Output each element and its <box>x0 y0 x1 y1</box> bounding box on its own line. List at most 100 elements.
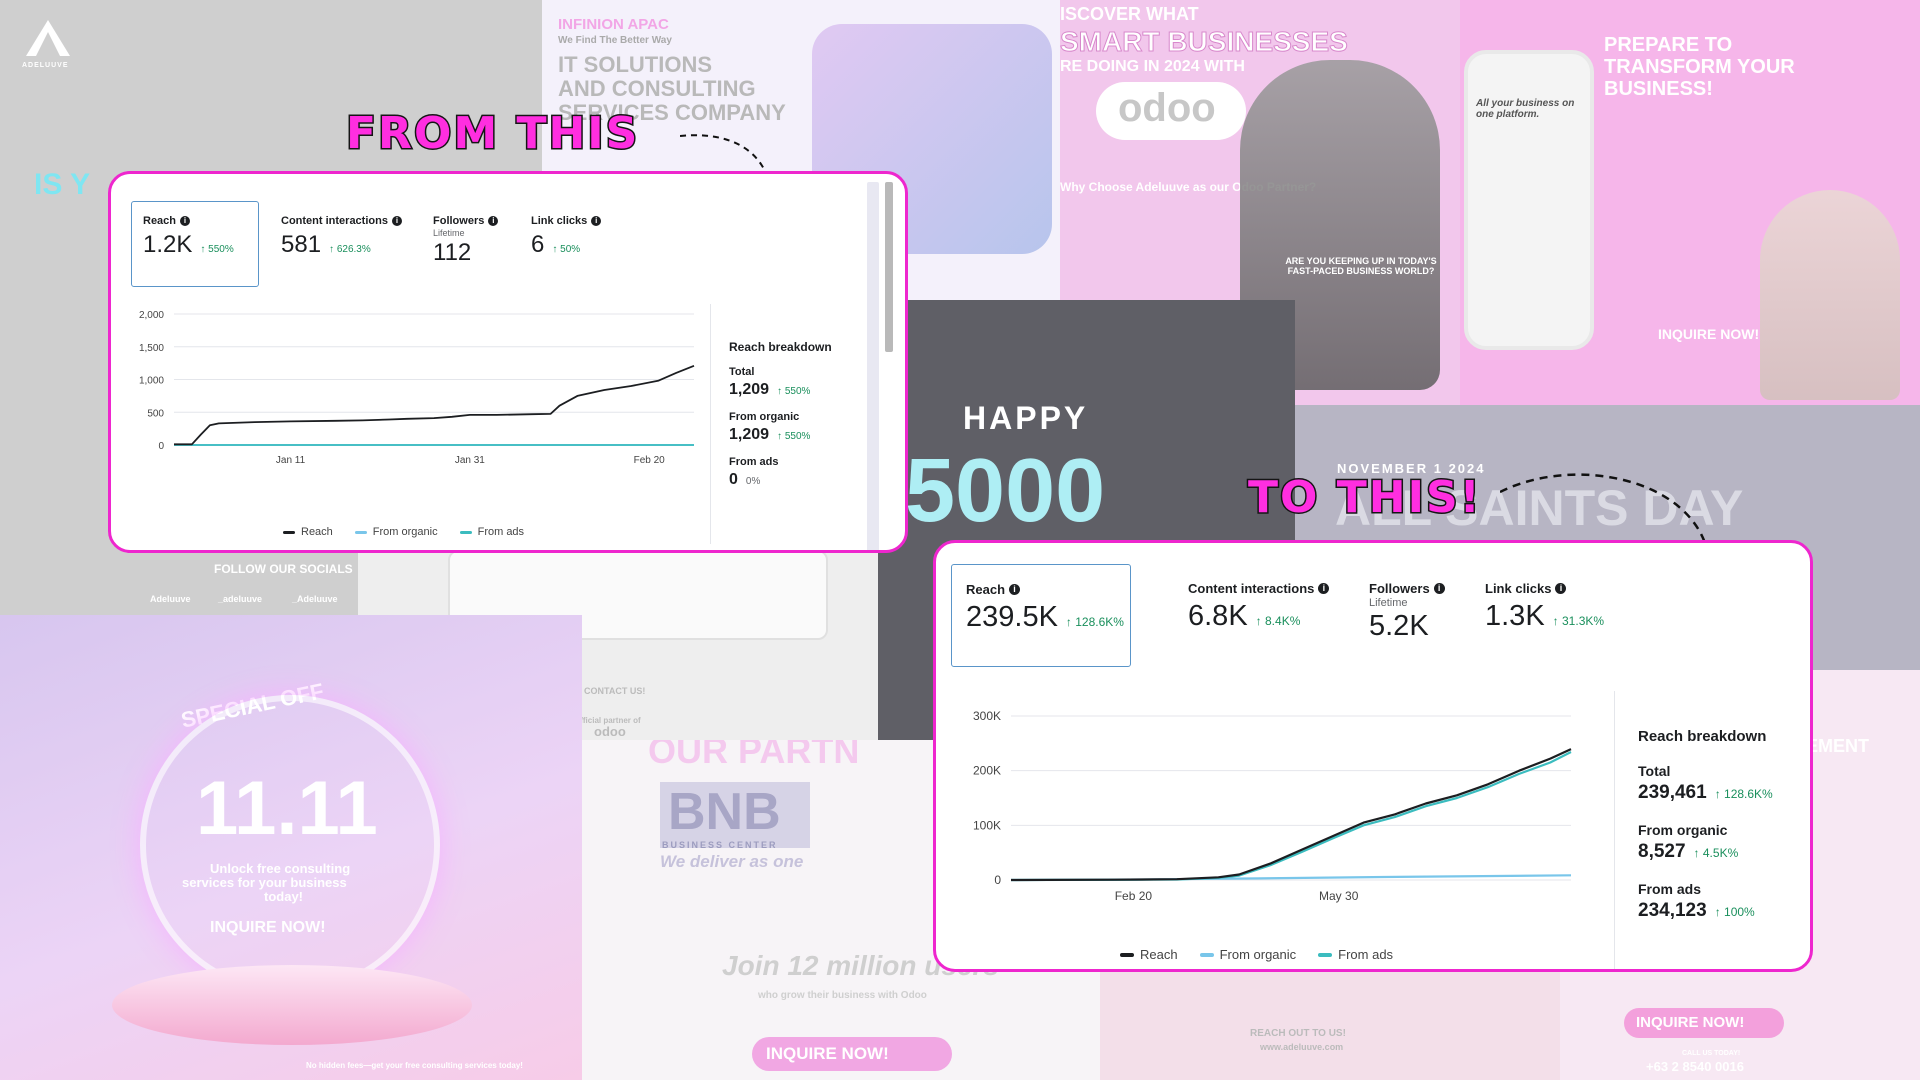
reach-stat-card[interactable]: Reach i 1.2K ↑ 550% <box>131 201 259 287</box>
saints-title: ALL SAINTS DAY <box>1335 480 1744 536</box>
content-interactions-stat[interactable]: Content interactions i 581 ↑ 626.3% <box>281 215 402 259</box>
legend-label-ads: From ads <box>477 526 525 538</box>
breakdown-ads-row: 234,123 ↑ 100% <box>1638 900 1773 922</box>
followers-sub: Lifetime <box>433 228 465 238</box>
breakdown-ads-value: 0 <box>729 471 738 488</box>
breakdown-total-row: 1,209 ↑ 550% <box>729 381 832 399</box>
prepare-heading-2: TRANSFORM YOUR <box>1604 56 1795 78</box>
after-reach-chart: 0 100K 200K 300K Feb 20 May 30 <box>973 709 1572 903</box>
after-insights-panel: Reach i 239.5K ↑ 128.6K% Content interact… <box>933 540 1813 972</box>
legend-swatch-reach <box>1120 952 1134 957</box>
social-youtube: _Adeluuve <box>292 594 338 604</box>
content-interactions-value: 581 <box>281 231 322 258</box>
to-this-heading: TO THIS! <box>1247 471 1482 525</box>
info-icon[interactable]: i <box>1009 584 1021 595</box>
from-this-heading: FROM THIS <box>344 107 640 161</box>
right-heading: EMENT <box>1806 736 1869 756</box>
right-cta: INQUIRE NOW! <box>1636 1014 1745 1031</box>
breakdown-total-row: 239,461 ↑ 128.6K% <box>1638 782 1773 804</box>
breakdown-organic-change: ↑ 550% <box>777 431 811 442</box>
it-heading-3: SERVICES COMPANY <box>558 100 786 125</box>
adeluuve-logo-icon <box>26 20 70 56</box>
y-tick-label: 0 <box>158 441 164 452</box>
before-reach-breakdown: Reach breakdown Total 1,209 ↑ 550% From o… <box>729 340 832 489</box>
breakdown-ads-change: ↑ 100% <box>1714 905 1755 919</box>
breakdown-total: Total 239,461 ↑ 128.6K% <box>1638 763 1773 804</box>
content-interactions-label-text: Content interactions <box>281 215 388 227</box>
odoo-question: ARE YOU KEEPING UP IN TODAY'S FAST-PACED… <box>1285 256 1437 276</box>
info-icon[interactable]: i <box>591 216 602 226</box>
right-call: CALL US TODAY! <box>1682 1050 1741 1057</box>
breakdown-organic-change: ↑ 4.5K% <box>1693 846 1739 860</box>
followers-label-text: Followers <box>433 215 485 227</box>
info-icon[interactable]: i <box>488 216 499 226</box>
breakdown-total-label: Total <box>729 366 755 378</box>
sale-footer: No hidden fees—get your free consulting … <box>306 1061 523 1070</box>
bnb-sub: BUSINESS CENTER <box>662 840 778 850</box>
odoo-line-2: SMART BUSINESSES <box>1060 26 1348 58</box>
panel-scrollbar-thumb[interactable] <box>885 182 893 352</box>
saints-date: NOVEMBER 1 2024 <box>1337 461 1486 476</box>
reach-out-text: REACH OUT TO US! <box>1250 1028 1346 1039</box>
woman-image <box>1760 190 1900 400</box>
x-tick-label: Feb 20 <box>1115 889 1153 903</box>
content-interactions-change: ↑ 8.4K% <box>1255 614 1301 628</box>
followers-sub: Lifetime <box>1369 597 1408 609</box>
content-interactions-stat[interactable]: Content interactions i 6.8K ↑ 8.4K% <box>1188 581 1330 633</box>
partners-cta: INQUIRE NOW! <box>766 1044 889 1063</box>
info-icon[interactable]: i <box>391 216 402 226</box>
breakdown-total-value: 1,209 <box>729 381 770 398</box>
legend-swatch-organic <box>354 530 367 534</box>
breakdown-organic-label: From organic <box>729 411 800 423</box>
followers-stat[interactable]: Followers i Lifetime 5.2K <box>1369 581 1445 643</box>
reach-value: 1.2K <box>143 231 193 258</box>
x-tick-label: Jan 11 <box>276 455 306 466</box>
info-icon[interactable]: i <box>1318 583 1330 594</box>
prepare-heading-3: BUSINESS! <box>1604 78 1713 100</box>
panel-scrollbar[interactable] <box>867 182 879 550</box>
link-clicks-change: ↑ 31.3K% <box>1552 614 1605 628</box>
legend-swatch-ads <box>459 530 472 534</box>
breakdown-divider <box>710 304 711 544</box>
x-tick-label: May 30 <box>1319 889 1359 903</box>
breakdown-organic-row: 8,527 ↑ 4.5K% <box>1638 841 1773 863</box>
breakdown-ads: From ads 234,123 ↑ 100% <box>1638 881 1773 922</box>
legend-item-organic: From organic <box>1199 947 1296 962</box>
phone-mockup <box>1464 50 1594 350</box>
sale-line-2: services for your business <box>182 875 347 890</box>
breakdown-total-value: 239,461 <box>1638 782 1707 803</box>
followers-label-text: Followers <box>1369 581 1430 596</box>
followers-label: Followers i <box>1369 581 1445 596</box>
breakdown-organic-value: 8,527 <box>1638 841 1686 862</box>
link-clicks-row: 1.3K ↑ 31.3K% <box>1485 600 1604 633</box>
info-icon[interactable]: i <box>180 216 191 226</box>
legend-label-organic: From organic <box>372 526 438 538</box>
happy-number: 5000 <box>905 441 1106 541</box>
content-interactions-change: ↑ 626.3% <box>329 244 371 255</box>
breakdown-ads-value: 234,123 <box>1638 900 1707 921</box>
info-icon[interactable]: i <box>1433 583 1445 594</box>
infinion-brand: INFINION APAC <box>558 16 669 33</box>
content-interactions-row: 581 ↑ 626.3% <box>281 231 402 259</box>
after-reach-breakdown: Reach breakdown Total 239,461 ↑ 128.6K% F… <box>1638 728 1773 922</box>
partial-heading: IS Y <box>34 168 91 201</box>
y-tick-label: 300K <box>973 709 1001 723</box>
official-partner-text: Official partner of <box>574 716 641 725</box>
link-clicks-value: 1.3K <box>1485 600 1545 632</box>
link-clicks-change: ↑ 50% <box>552 244 581 255</box>
link-clicks-value: 6 <box>531 231 545 258</box>
infinion-tagline: We Find The Better Way <box>558 35 672 46</box>
it-heading-2: AND CONSULTING <box>558 76 756 101</box>
reach-stat-card[interactable]: Reach i 239.5K ↑ 128.6K% <box>951 564 1131 667</box>
followers-stat[interactable]: Followers i Lifetime 112 <box>433 215 499 267</box>
link-clicks-stat[interactable]: Link clicks i 1.3K ↑ 31.3K% <box>1485 581 1604 633</box>
social-instagram: _adeluuve <box>218 594 263 604</box>
link-clicks-stat[interactable]: Link clicks i 6 ↑ 50% <box>531 215 602 259</box>
reach-label: Reach i <box>966 582 1116 597</box>
after-chart-legend: Reach From organic From ads <box>1120 947 1393 962</box>
breakdown-organic-label: From organic <box>1638 822 1728 838</box>
legend-item-reach: Reach <box>1120 947 1178 962</box>
y-tick-label: 1,000 <box>139 376 164 387</box>
info-icon[interactable]: i <box>1555 583 1567 594</box>
breakdown-total-change: ↑ 128.6K% <box>1714 787 1773 801</box>
